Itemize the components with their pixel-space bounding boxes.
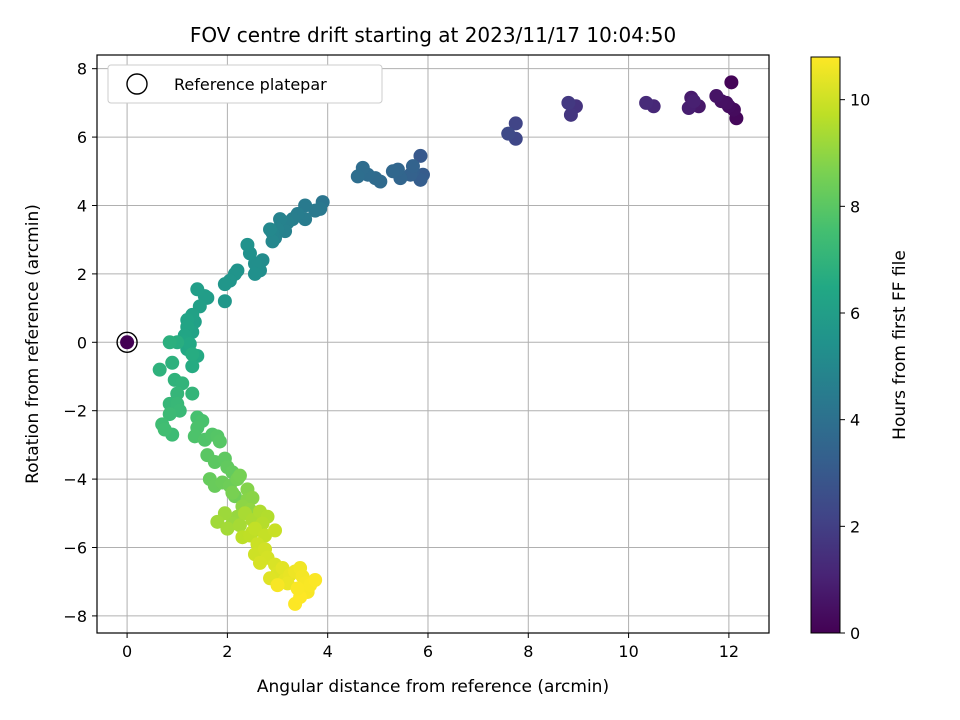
data-point	[270, 578, 285, 593]
y-tick-label: −4	[63, 470, 87, 489]
colorbar-label: Hours from first FF file	[890, 250, 910, 440]
y-axis-label: Rotation from reference (arcmin)	[23, 204, 43, 484]
data-point	[405, 159, 420, 174]
data-point	[263, 222, 278, 237]
reference-point	[116, 331, 138, 353]
y-tick-label: 6	[77, 128, 87, 147]
colorbar-tick-label: 2	[850, 517, 860, 536]
y-tick-label: 8	[77, 60, 87, 79]
data-point	[162, 407, 177, 422]
colorbar-tick-label: 8	[850, 197, 860, 216]
data-point	[290, 581, 305, 596]
legend-box	[107, 64, 383, 104]
x-tick-label: 10	[618, 642, 638, 661]
data-point	[501, 126, 516, 141]
colorbar-ticks: 0 2 4 6 8 10	[840, 91, 870, 643]
x-tick-label: 2	[222, 642, 232, 661]
reference-point-ring	[116, 331, 138, 353]
plot-frame	[96, 54, 770, 634]
data-point	[308, 572, 323, 587]
y-tick-label: 0	[77, 333, 87, 352]
data-point	[240, 237, 255, 252]
data-point	[247, 521, 262, 536]
y-tick-label: −8	[63, 607, 87, 626]
x-axis-label: Angular distance from reference (arcmin)	[257, 677, 609, 697]
data-point	[247, 266, 262, 281]
grid	[97, 55, 769, 633]
data-point	[724, 75, 739, 90]
data-point	[165, 355, 180, 370]
data-point	[212, 434, 227, 449]
colorbar-tick-label: 4	[850, 411, 860, 430]
colorbar-tick-label: 10	[850, 91, 870, 110]
y-tick-label: −6	[63, 538, 87, 557]
data-point	[225, 485, 240, 500]
x-tick-label: 0	[122, 642, 132, 661]
y-tick-label: 2	[77, 265, 87, 284]
colorbar: 0 2 4 6 8 10 Hours from first FF file	[810, 56, 910, 643]
x-tick-label: 8	[523, 642, 533, 661]
data-point	[220, 521, 235, 536]
data-point	[217, 294, 232, 309]
data-point	[210, 514, 225, 529]
data-point	[385, 164, 400, 179]
y-axis: −8 −6 −4 −2 0 2 4 6 8	[63, 60, 97, 626]
chart-title: FOV centre drift starting at 2023/11/17 …	[190, 23, 676, 47]
data-point	[268, 523, 283, 538]
reference-point-dot	[120, 335, 135, 350]
data-point	[232, 518, 247, 533]
x-tick-label: 6	[423, 642, 433, 661]
data-point	[561, 95, 576, 110]
data-point	[709, 89, 724, 104]
data-point	[265, 234, 280, 249]
legend: Reference platepar	[107, 64, 383, 104]
data-point	[157, 422, 172, 437]
data-point	[232, 468, 247, 483]
data-point	[245, 490, 260, 505]
data-point	[686, 94, 701, 109]
colorbar-gradient	[810, 56, 841, 634]
data-points	[152, 75, 744, 611]
data-point	[185, 347, 200, 362]
data-point	[217, 277, 232, 292]
y-tick-label: −2	[63, 402, 87, 421]
y-tick-label: 4	[77, 196, 87, 215]
colorbar-tick-label: 6	[850, 304, 860, 323]
colorbar-tick-label: 0	[850, 624, 860, 643]
data-point	[190, 282, 205, 297]
data-point	[563, 107, 578, 122]
data-point	[185, 386, 200, 401]
data-point	[508, 116, 523, 131]
data-point	[185, 359, 200, 374]
data-point	[162, 335, 177, 350]
data-point	[350, 169, 365, 184]
x-tick-label: 12	[719, 642, 739, 661]
data-point	[252, 555, 267, 570]
data-point	[152, 362, 167, 377]
data-point	[170, 386, 185, 401]
x-axis: 0 2 4 6 8 10 12	[122, 633, 739, 661]
legend-marker-icon	[126, 73, 148, 95]
legend-entry: Reference platepar	[174, 75, 327, 94]
x-tick-label: 4	[323, 642, 333, 661]
data-point	[413, 148, 428, 163]
data-point	[639, 95, 654, 110]
